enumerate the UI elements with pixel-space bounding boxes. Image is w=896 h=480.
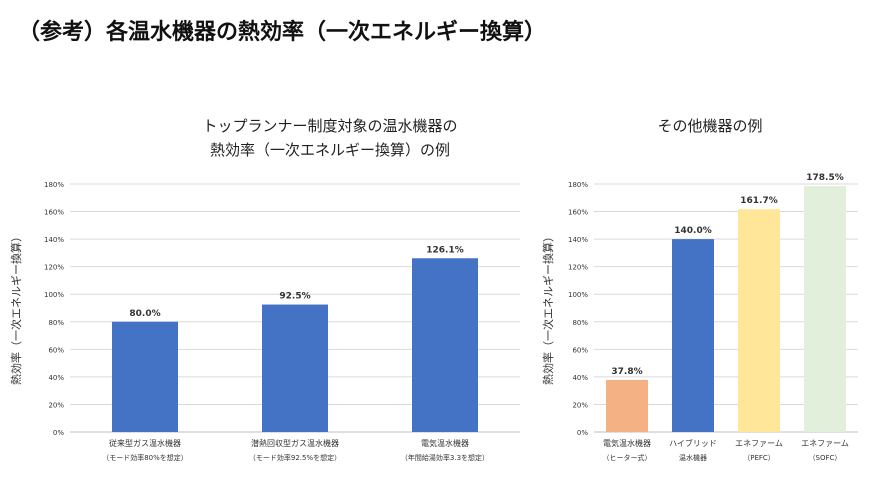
left-y-tick-label: 100% — [44, 291, 64, 299]
right-category-label: 電気温水機器 — [603, 438, 651, 448]
left-y-tick-label: 180% — [44, 181, 64, 189]
right-y-tick-label: 0% — [577, 429, 588, 437]
right-y-tick-label: 80% — [572, 319, 588, 327]
left-data-label: 92.5% — [279, 292, 310, 302]
right-y-tick-label: 140% — [568, 236, 588, 244]
right-data-label: 37.8% — [611, 367, 642, 377]
right-data-label: 178.5% — [806, 173, 844, 183]
left-category-label: 従来型ガス温水機器 — [109, 438, 181, 448]
right-y-tick-label: 100% — [568, 291, 588, 299]
left-data-label: 126.1% — [426, 245, 464, 255]
right-category-label: ハイブリッド — [669, 438, 717, 448]
left-y-tick-label: 120% — [44, 264, 64, 272]
left-bar — [112, 321, 178, 432]
left-y-tick-label: 80% — [48, 319, 64, 327]
left-data-label: 80.0% — [129, 309, 160, 319]
right-y-tick-label: 40% — [572, 374, 588, 382]
right-bar — [672, 239, 714, 432]
right-y-tick-label: 180% — [568, 181, 588, 189]
right-bar — [804, 186, 846, 432]
left-y-tick-label: 40% — [48, 374, 64, 382]
left-y-axis-label: 熱効率（一次エネルギー換算） — [9, 231, 23, 385]
left-chart-title-line2: 熱効率（一次エネルギー換算）の例 — [209, 141, 450, 159]
right-chart-title: その他機器の例 — [620, 114, 800, 138]
left-y-tick-label: 20% — [48, 401, 64, 409]
slide-title: （参考）各温水機器の熱効率（一次エネルギー換算） — [18, 20, 547, 45]
left-y-tick-label: 160% — [44, 209, 64, 217]
right-category-sublabel: （PEFC） — [743, 454, 775, 462]
right-y-tick-label: 160% — [568, 209, 588, 217]
left-bar — [412, 258, 478, 432]
right-y-tick-label: 120% — [568, 264, 588, 272]
left-category-sublabel: （モード効率92.5%を想定） — [249, 453, 341, 462]
right-bar — [606, 379, 648, 432]
right-category-label: エネファーム — [801, 439, 849, 448]
left-chart-title-line1: トップランナー制度対象の温水機器の — [202, 117, 458, 135]
left-y-tick-label: 60% — [48, 346, 64, 354]
left-y-tick-label: 0% — [53, 429, 64, 437]
left-category-sublabel: （年間給湯効率3.3を想定） — [401, 453, 489, 462]
left-chart-title: トップランナー制度対象の温水機器の 熱効率（一次エネルギー換算）の例 — [130, 114, 530, 162]
left-category-label: 潜熱回収型ガス温水機器 — [251, 438, 339, 448]
left-category-label: 電気温水機器 — [421, 438, 469, 448]
right-data-label: 161.7% — [740, 196, 778, 206]
right-category-sublabel: （SOFC） — [809, 454, 842, 462]
right-y-tick-label: 20% — [572, 401, 588, 409]
right-category-label: エネファーム — [735, 439, 783, 448]
left-y-tick-label: 140% — [44, 236, 64, 244]
right-y-tick-label: 60% — [572, 346, 588, 354]
right-data-label: 140.0% — [674, 226, 712, 236]
right-y-axis-label: 熱効率（一次エネルギー換算） — [541, 231, 555, 385]
left-bar — [262, 304, 328, 432]
left-category-sublabel: （モード効率80%を想定） — [102, 453, 188, 462]
right-category-sublabel: （ヒーター式） — [603, 453, 652, 462]
right-bar — [738, 209, 780, 432]
right-category-sublabel: 温水機器 — [679, 453, 707, 462]
right-chart-title-line1: その他機器の例 — [657, 117, 763, 135]
